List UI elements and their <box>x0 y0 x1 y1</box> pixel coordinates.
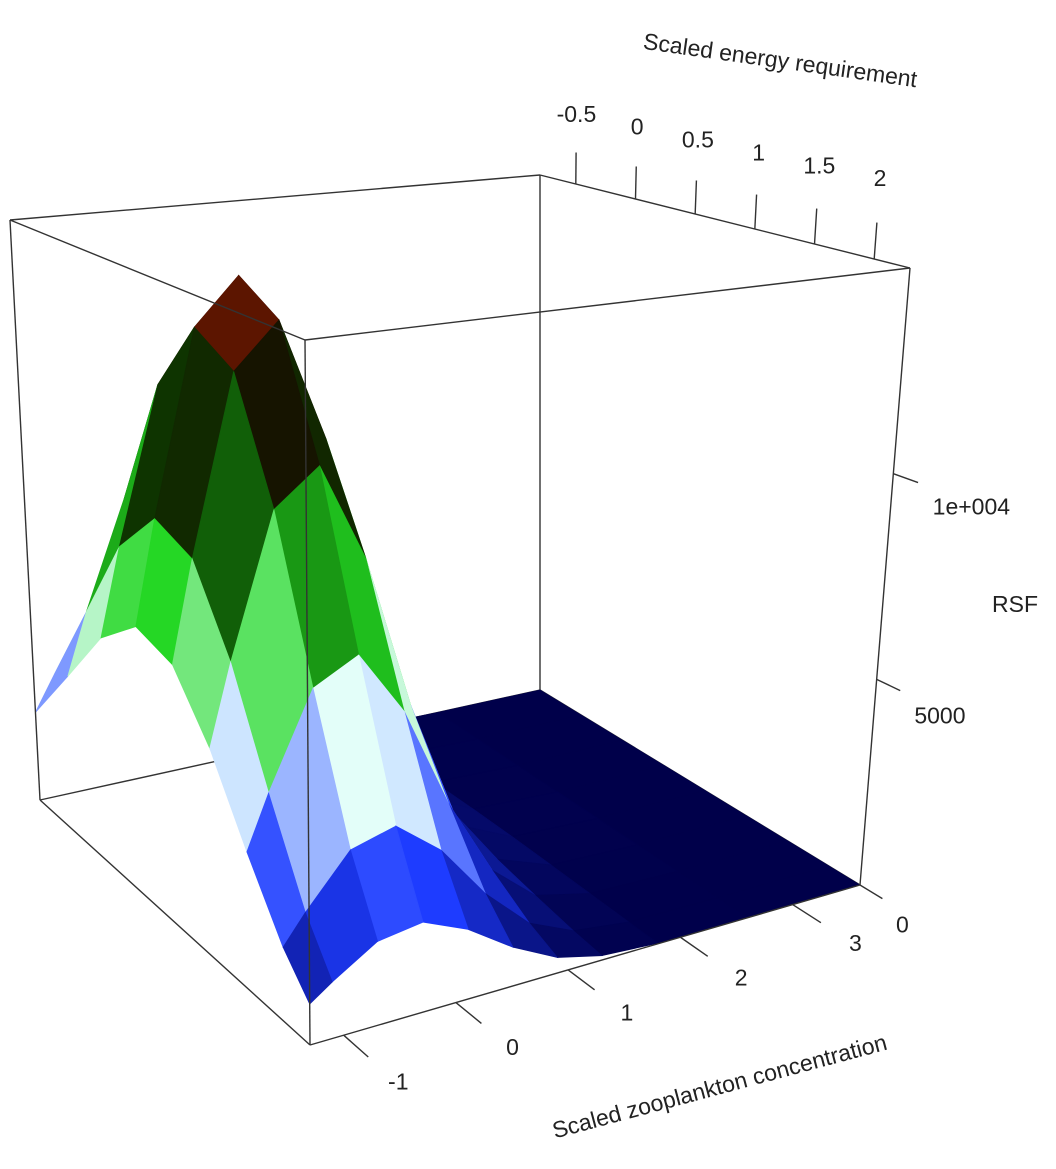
box-edge <box>9 174 541 221</box>
z-tick <box>893 473 919 484</box>
x-tick-label: -1 <box>388 1069 408 1095</box>
y-tick <box>754 194 758 230</box>
box-edge <box>39 799 311 1046</box>
y-tick-label: 1 <box>752 139 765 165</box>
surface-patch <box>282 911 333 1005</box>
x-axis-title: Scaled zooplankton concentration <box>549 1029 889 1143</box>
x-tick <box>792 904 822 924</box>
x-tick-label: 2 <box>735 965 748 991</box>
box-edge <box>304 267 911 341</box>
y-tick-label: 0.5 <box>682 127 714 153</box>
x-tick <box>455 1002 482 1024</box>
box-edge <box>309 884 861 1046</box>
y-tick <box>694 180 698 215</box>
x-tick-label: 3 <box>849 930 862 956</box>
box-edge <box>539 174 911 269</box>
y-axis-title: Scaled energy requirement <box>642 28 920 92</box>
z-tick-label: 0 <box>896 912 909 938</box>
box-edge <box>859 267 911 886</box>
x-tick <box>343 1034 369 1058</box>
surface <box>35 274 861 1005</box>
x-tick <box>680 936 709 957</box>
box-edge <box>9 219 306 341</box>
y-tick <box>873 222 878 260</box>
y-tick-label: -0.5 <box>557 101 597 127</box>
y-tick <box>634 166 637 200</box>
x-tick-label: 1 <box>620 999 633 1025</box>
box-front: -1 0 1 2 3 -0.5 0 0.5 1 1.5 2 0 5000 1e+004 <box>9 101 1011 1095</box>
z-tick-label: 1e+004 <box>933 493 1011 519</box>
x-tick <box>567 969 595 991</box>
y-tick-label: 0 <box>631 114 644 140</box>
z-axis-title: RSF <box>992 591 1038 617</box>
y-tick-label: 2 <box>874 165 887 191</box>
y-tick-label: 1.5 <box>803 152 835 178</box>
z-tick-label: 5000 <box>914 703 965 729</box>
box-edge <box>9 219 41 801</box>
z-tick <box>876 678 901 692</box>
box-edge <box>304 339 311 1046</box>
x-tick-label: 0 <box>506 1034 519 1060</box>
z-tick <box>859 884 883 900</box>
y-tick <box>813 208 818 245</box>
